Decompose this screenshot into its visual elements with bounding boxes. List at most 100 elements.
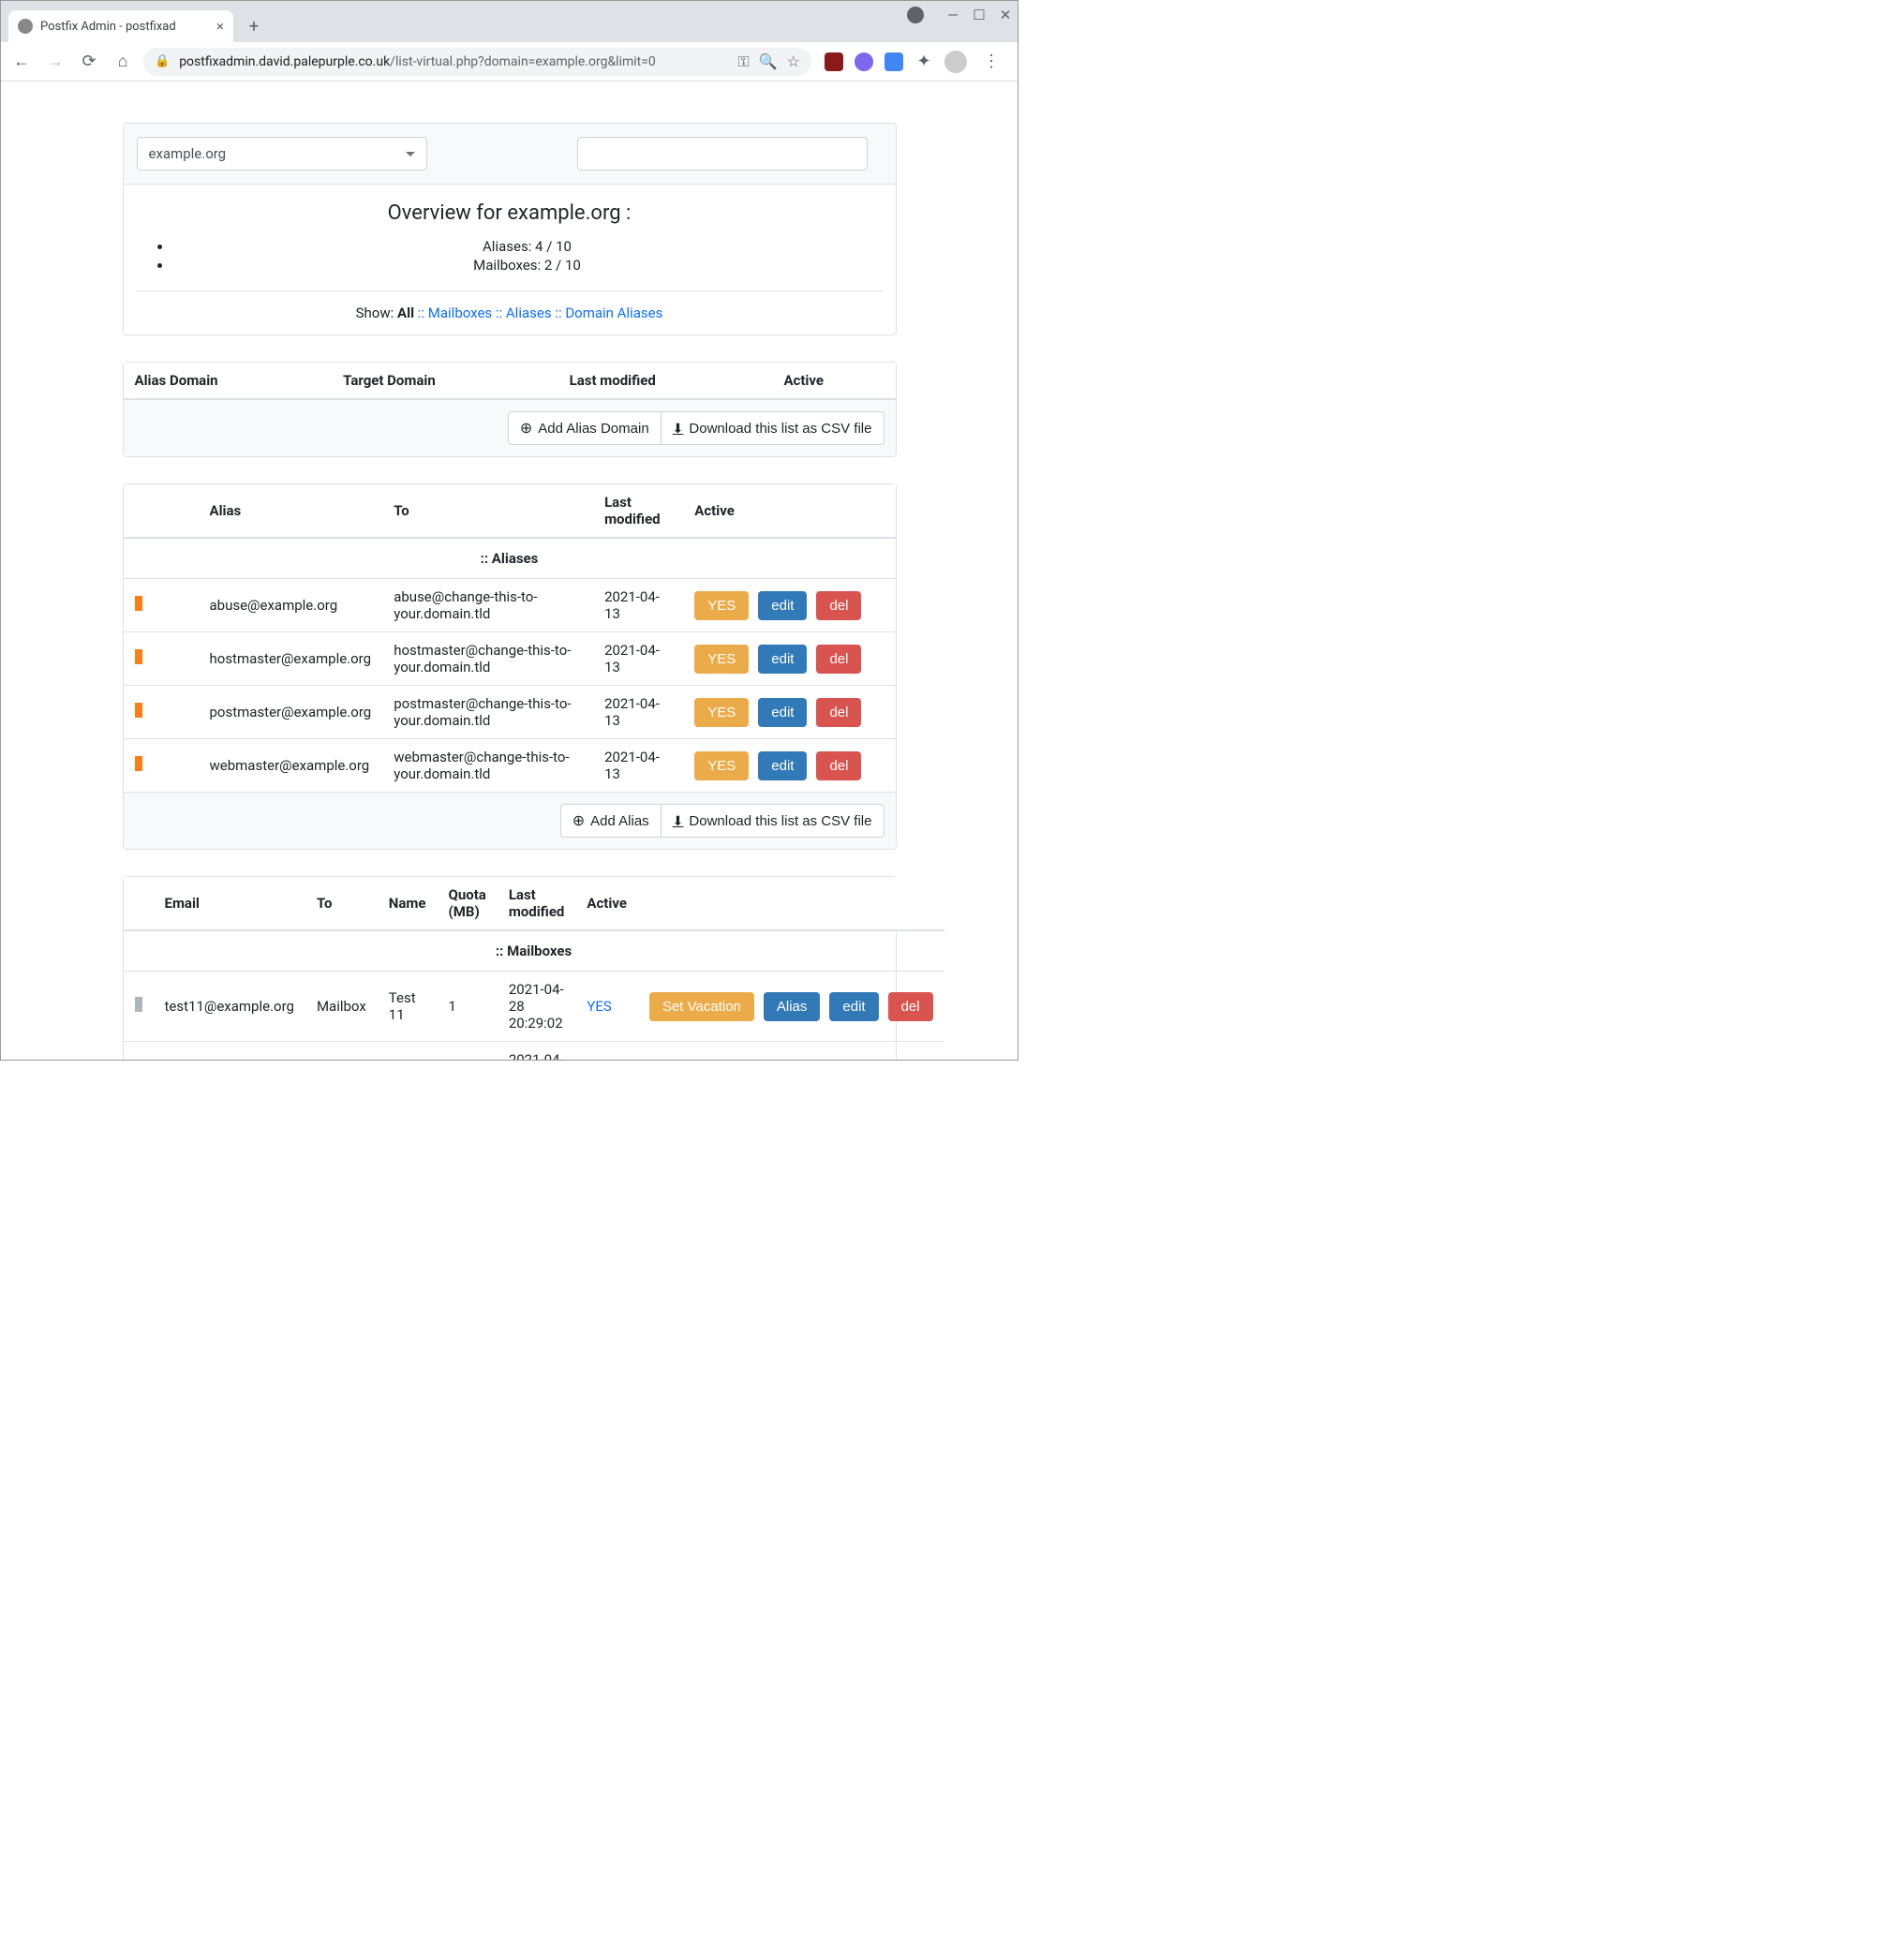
delete-button[interactable]: del <box>816 698 861 727</box>
browser-window: Postfix Admin - postfixad × + — ☐ ✕ ← → … <box>0 0 1018 1061</box>
add-alias-label: Add Alias <box>590 813 649 829</box>
th-active: Active <box>575 877 638 930</box>
menu-icon[interactable]: ⋮ <box>978 49 1004 75</box>
tab-close-icon[interactable]: × <box>216 18 224 35</box>
add-alias-button[interactable]: Add Alias <box>560 804 661 838</box>
alias-button[interactable]: Alias <box>764 992 821 1021</box>
delete-button[interactable]: del <box>888 992 933 1021</box>
mailboxes-section-title: :: Mailboxes <box>124 930 944 972</box>
titlebar: Postfix Admin - postfixad × + — ☐ ✕ <box>1 1 1018 42</box>
cell-active: YES <box>575 972 638 1042</box>
active-toggle-button[interactable]: YES <box>694 751 749 780</box>
delete-button[interactable]: del <box>816 751 861 780</box>
cell-modified: 2021-04-28 20:29:02 <box>498 972 576 1042</box>
alias-domain-footer: Add Alias Domain Download this list as C… <box>124 399 896 456</box>
reload-button[interactable]: ⟳ <box>76 49 102 75</box>
close-window-icon[interactable]: ✕ <box>999 8 1012 22</box>
row-marker <box>124 579 199 632</box>
maximize-icon[interactable]: ☐ <box>973 8 986 22</box>
tab-title: Postfix Admin - postfixad <box>40 20 209 34</box>
aliases-count: Aliases: 4 / 10 <box>172 238 883 255</box>
active-toggle-button[interactable]: YES <box>694 698 749 727</box>
favicon-icon <box>18 19 33 34</box>
th-actions <box>872 484 895 538</box>
cell-to: hostmaster@change-this-to-your.domain.tl… <box>382 632 593 686</box>
domain-select[interactable]: example.org <box>137 137 427 171</box>
table-row: abuse@example.orgabuse@change-this-to-yo… <box>124 579 896 632</box>
filter-row: example.org <box>124 124 896 185</box>
th-name: Name <box>378 877 438 930</box>
cell-to: Mailbox <box>305 972 378 1042</box>
home-button[interactable]: ⌂ <box>110 49 136 75</box>
domain-select-value: example.org <box>149 145 227 162</box>
avatar-icon[interactable] <box>944 51 967 73</box>
extension2-icon[interactable] <box>855 52 873 71</box>
star-icon[interactable]: ☆ <box>787 52 800 70</box>
show-all[interactable]: All <box>397 304 414 321</box>
cell-name: Test 12 <box>378 1042 438 1061</box>
url-path: /list-virtual.php?domain=example.org&lim… <box>390 54 656 69</box>
mailboxes-card: :: Mailboxes Email To Name Quota (MB) La… <box>123 876 897 1060</box>
cell-email: test11@example.org <box>154 972 305 1042</box>
th-quota: Quota (MB) <box>438 877 498 930</box>
show-mailboxes-link[interactable]: Mailboxes <box>428 304 492 321</box>
show-aliases-link[interactable]: Aliases <box>506 304 552 321</box>
th-actions <box>638 877 944 930</box>
cell-alias: postmaster@example.org <box>199 686 383 739</box>
th-alias: Alias <box>199 484 383 538</box>
search-input[interactable] <box>577 137 868 171</box>
row-marker <box>124 739 199 793</box>
cell-quota: 1 <box>438 972 498 1042</box>
key-icon[interactable]: ⚿ <box>738 52 750 71</box>
extension3-icon[interactable] <box>885 52 903 71</box>
separator: :: <box>555 304 565 321</box>
new-tab-button[interactable]: + <box>241 13 267 39</box>
aliases-section-header: :: Aliases <box>124 538 896 579</box>
th-last-modified: Last modified <box>558 363 773 399</box>
delete-button[interactable]: del <box>816 591 861 620</box>
extensions-puzzle-icon[interactable]: ✦ <box>914 52 933 71</box>
back-button[interactable]: ← <box>8 49 35 75</box>
mailboxes-section-header: :: Mailboxes <box>124 930 944 972</box>
minimize-icon[interactable]: — <box>946 8 959 22</box>
aliases-actions: Add Alias Download this list as CSV file <box>560 804 885 838</box>
overview-title: Overview for example.org : <box>137 201 883 225</box>
add-alias-domain-button[interactable]: Add Alias Domain <box>508 411 661 445</box>
show-filter: Show: All :: Mailboxes :: Aliases :: Dom… <box>137 304 883 321</box>
address-bar[interactable]: 🔒 postfixadmin.david.palepurple.co.uk/li… <box>143 48 811 76</box>
download-alias-domain-label: Download this list as CSV file <box>689 421 871 437</box>
cell-actions: YES editdel <box>683 686 872 739</box>
edit-button[interactable]: edit <box>758 645 807 674</box>
edit-button[interactable]: edit <box>758 591 807 620</box>
download-alias-domain-csv-button[interactable]: Download this list as CSV file <box>661 411 885 445</box>
cell-actions: Set VacationAliaseditdel <box>638 1042 944 1061</box>
aliases-section-title: :: Aliases <box>124 538 896 579</box>
browser-tab[interactable]: Postfix Admin - postfixad × <box>8 10 233 42</box>
cell-email: test12@example.org <box>154 1042 305 1061</box>
edit-button[interactable]: edit <box>758 698 807 727</box>
cell-quota: 1 <box>438 1042 498 1061</box>
edit-button[interactable]: edit <box>829 992 878 1021</box>
delete-button[interactable]: del <box>816 645 861 674</box>
ublock-icon[interactable] <box>825 52 843 71</box>
set-vacation-button[interactable]: Set Vacation <box>649 992 754 1021</box>
forward-button: → <box>42 49 68 75</box>
show-domain-aliases-link[interactable]: Domain Aliases <box>565 304 662 321</box>
cell-modified: 2021-04-13 <box>593 579 683 632</box>
profile-indicator-icon[interactable] <box>907 7 924 23</box>
th-to: To <box>382 484 593 538</box>
cell-modified: 2021-04-28 20:29:02 <box>498 1042 576 1061</box>
cell-modified: 2021-04-13 <box>593 632 683 686</box>
mailboxes-count: Mailboxes: 2 / 10 <box>172 257 883 274</box>
download-icon <box>673 421 684 437</box>
edit-button[interactable]: edit <box>758 751 807 780</box>
cell-name: Test 11 <box>378 972 438 1042</box>
zoom-icon[interactable]: 🔍 <box>759 52 778 70</box>
active-toggle-button[interactable]: YES <box>694 645 749 674</box>
active-toggle-button[interactable]: YES <box>694 591 749 620</box>
add-alias-domain-label: Add Alias Domain <box>538 421 648 437</box>
separator: :: <box>418 304 428 321</box>
download-aliases-csv-button[interactable]: Download this list as CSV file <box>661 804 885 838</box>
cell-actions: YES editdel <box>683 579 872 632</box>
active-link[interactable]: YES <box>587 998 611 1015</box>
